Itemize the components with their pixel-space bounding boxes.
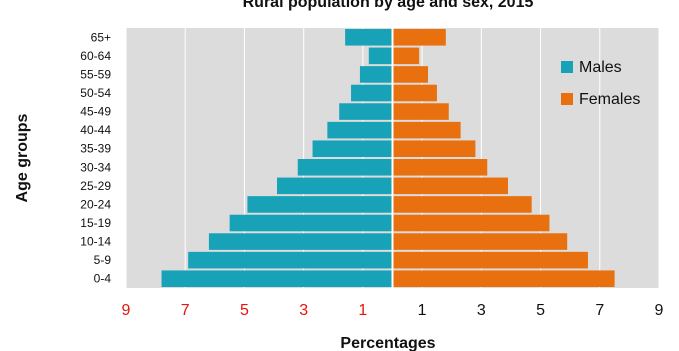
- legend-label-males: Males: [579, 59, 622, 76]
- chart-title: Rural population by age and sex, 2015: [243, 0, 534, 11]
- y-tick-label: 25-29: [80, 179, 111, 193]
- bar-males-30-34: [297, 159, 393, 176]
- y-tick-label: 65+: [91, 30, 111, 44]
- x-tick-label: 5: [240, 302, 249, 319]
- bar-males-60-64: [368, 47, 393, 65]
- bar-males-50-54: [351, 84, 393, 102]
- x-tick-label: 7: [595, 302, 604, 319]
- bar-males-40-44: [327, 121, 393, 139]
- x-tick-label: 9: [655, 302, 664, 319]
- x-tick-label: 5: [536, 302, 545, 319]
- x-tick-label: 1: [358, 302, 367, 319]
- bar-males-0-4: [161, 270, 393, 287]
- bar-males-25-29: [277, 177, 393, 195]
- y-tick-label: 15-19: [80, 216, 111, 230]
- bar-males-65+: [345, 29, 393, 46]
- y-tick-label: 0-4: [94, 272, 112, 286]
- bar-females-30-34: [392, 159, 488, 176]
- y-tick-label: 50-54: [80, 86, 111, 100]
- y-tick-label: 55-59: [80, 67, 111, 81]
- legend: Males Females: [561, 59, 640, 108]
- y-tick-label: 30-34: [80, 160, 111, 174]
- bar-males-5-9: [188, 251, 393, 269]
- bar-males-55-59: [359, 66, 393, 83]
- x-tick-label: 3: [477, 302, 486, 319]
- bar-females-40-44: [392, 121, 461, 139]
- bar-females-10-14: [392, 233, 568, 250]
- y-tick-labels: 0-4 5-9 10-14 15-19 20-24 25-29 30-34 35-39 40-4…: [80, 30, 111, 285]
- bar-males-15-19: [229, 214, 393, 232]
- bars-group: [161, 28, 615, 288]
- bar-males-10-14: [208, 233, 393, 250]
- bar-females-50-54: [392, 84, 437, 102]
- x-tick-label: 3: [299, 302, 308, 319]
- y-tick-label: 45-49: [80, 105, 111, 119]
- bar-females-60-64: [392, 47, 420, 65]
- x-tick-labels: 9 7 5 3 1 1 3 5 7 9: [122, 302, 664, 319]
- bar-females-15-19: [392, 214, 550, 232]
- x-tick-label: 1: [418, 302, 427, 319]
- x-tick-label: 9: [122, 302, 131, 319]
- y-tick-label: 60-64: [80, 49, 111, 63]
- legend-swatch-males: [561, 61, 573, 73]
- y-tick-label: 10-14: [80, 235, 111, 249]
- x-tick-label: 7: [181, 302, 190, 319]
- bar-females-0-4: [392, 270, 615, 287]
- y-tick-label: 20-24: [80, 197, 111, 211]
- bar-females-35-39: [392, 140, 476, 157]
- bar-females-20-24: [392, 196, 532, 213]
- bar-females-55-59: [392, 66, 429, 83]
- y-axis-label: Age groups: [14, 113, 31, 202]
- bar-females-25-29: [392, 177, 508, 195]
- y-tick-label: 35-39: [80, 142, 111, 156]
- bar-males-35-39: [312, 140, 393, 157]
- y-tick-label: 5-9: [94, 253, 112, 267]
- y-tick-label: 40-44: [80, 123, 111, 137]
- bar-females-45-49: [392, 103, 449, 120]
- bar-males-20-24: [247, 196, 393, 213]
- bar-females-65+: [392, 29, 446, 46]
- x-axis-label: Percentages: [340, 335, 435, 351]
- bar-females-5-9: [392, 251, 588, 269]
- legend-label-females: Females: [579, 91, 640, 108]
- legend-swatch-females: [561, 93, 573, 105]
- bar-males-45-49: [339, 103, 393, 120]
